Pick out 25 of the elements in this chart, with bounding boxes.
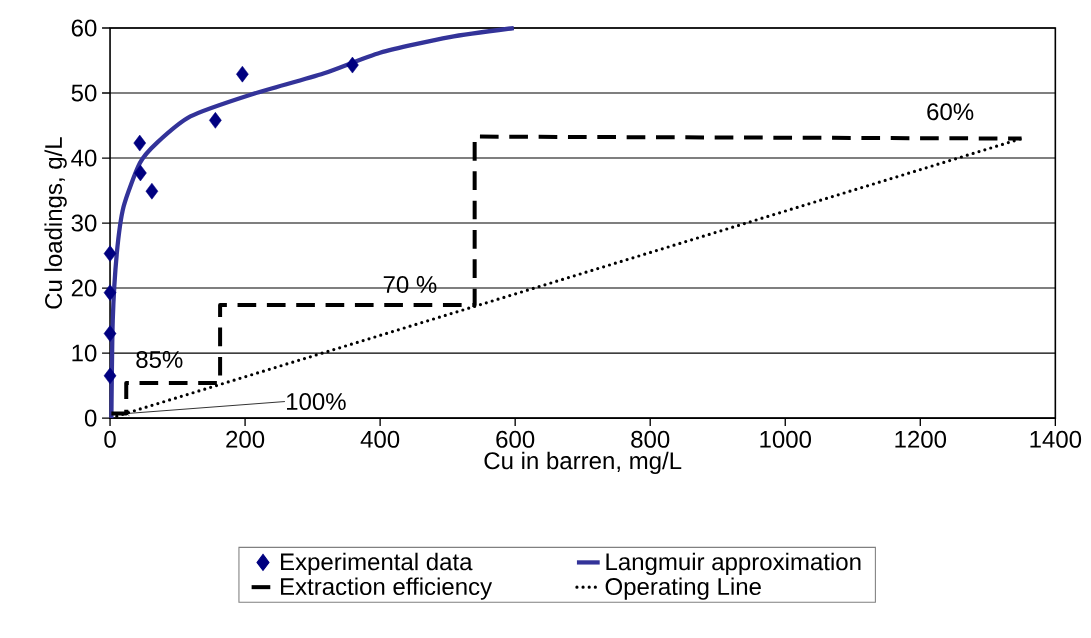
x-tick-label: 600: [496, 431, 535, 449]
y-tick-label: 20: [71, 279, 97, 297]
annotation: 85%: [136, 351, 183, 369]
legend-label: Operating Line: [605, 577, 761, 601]
annotation: 60%: [927, 103, 974, 121]
x-tick-label: 200: [226, 431, 265, 449]
x-tick-label: 800: [631, 431, 670, 449]
y-tick-label: 30: [71, 214, 97, 232]
y-tick-label: 0: [84, 409, 97, 427]
annotation: 100%: [287, 393, 346, 411]
y-tick-label: 10: [72, 344, 97, 362]
y-tick-label: 40: [71, 149, 97, 167]
x-axis-title: Cu in barren, mg/L: [484, 451, 682, 475]
y-tick-label: 60: [71, 19, 97, 37]
annotation: 70 %: [383, 276, 437, 294]
x-tick-label: 1200: [895, 431, 947, 449]
x-tick-label: 1400: [1030, 431, 1082, 449]
y-axis-title: Cu loadings, g/L: [44, 137, 67, 309]
legend-label: Extraction efficiency: [281, 577, 493, 601]
legend-label: Experimental data: [281, 552, 473, 576]
x-tick-label: 1000: [760, 431, 812, 449]
x-tick-label: 0: [104, 431, 116, 449]
legend-label: Langmuir approximation: [606, 552, 861, 576]
x-tick-label: 400: [360, 431, 400, 449]
y-tick-label: 50: [71, 84, 97, 102]
